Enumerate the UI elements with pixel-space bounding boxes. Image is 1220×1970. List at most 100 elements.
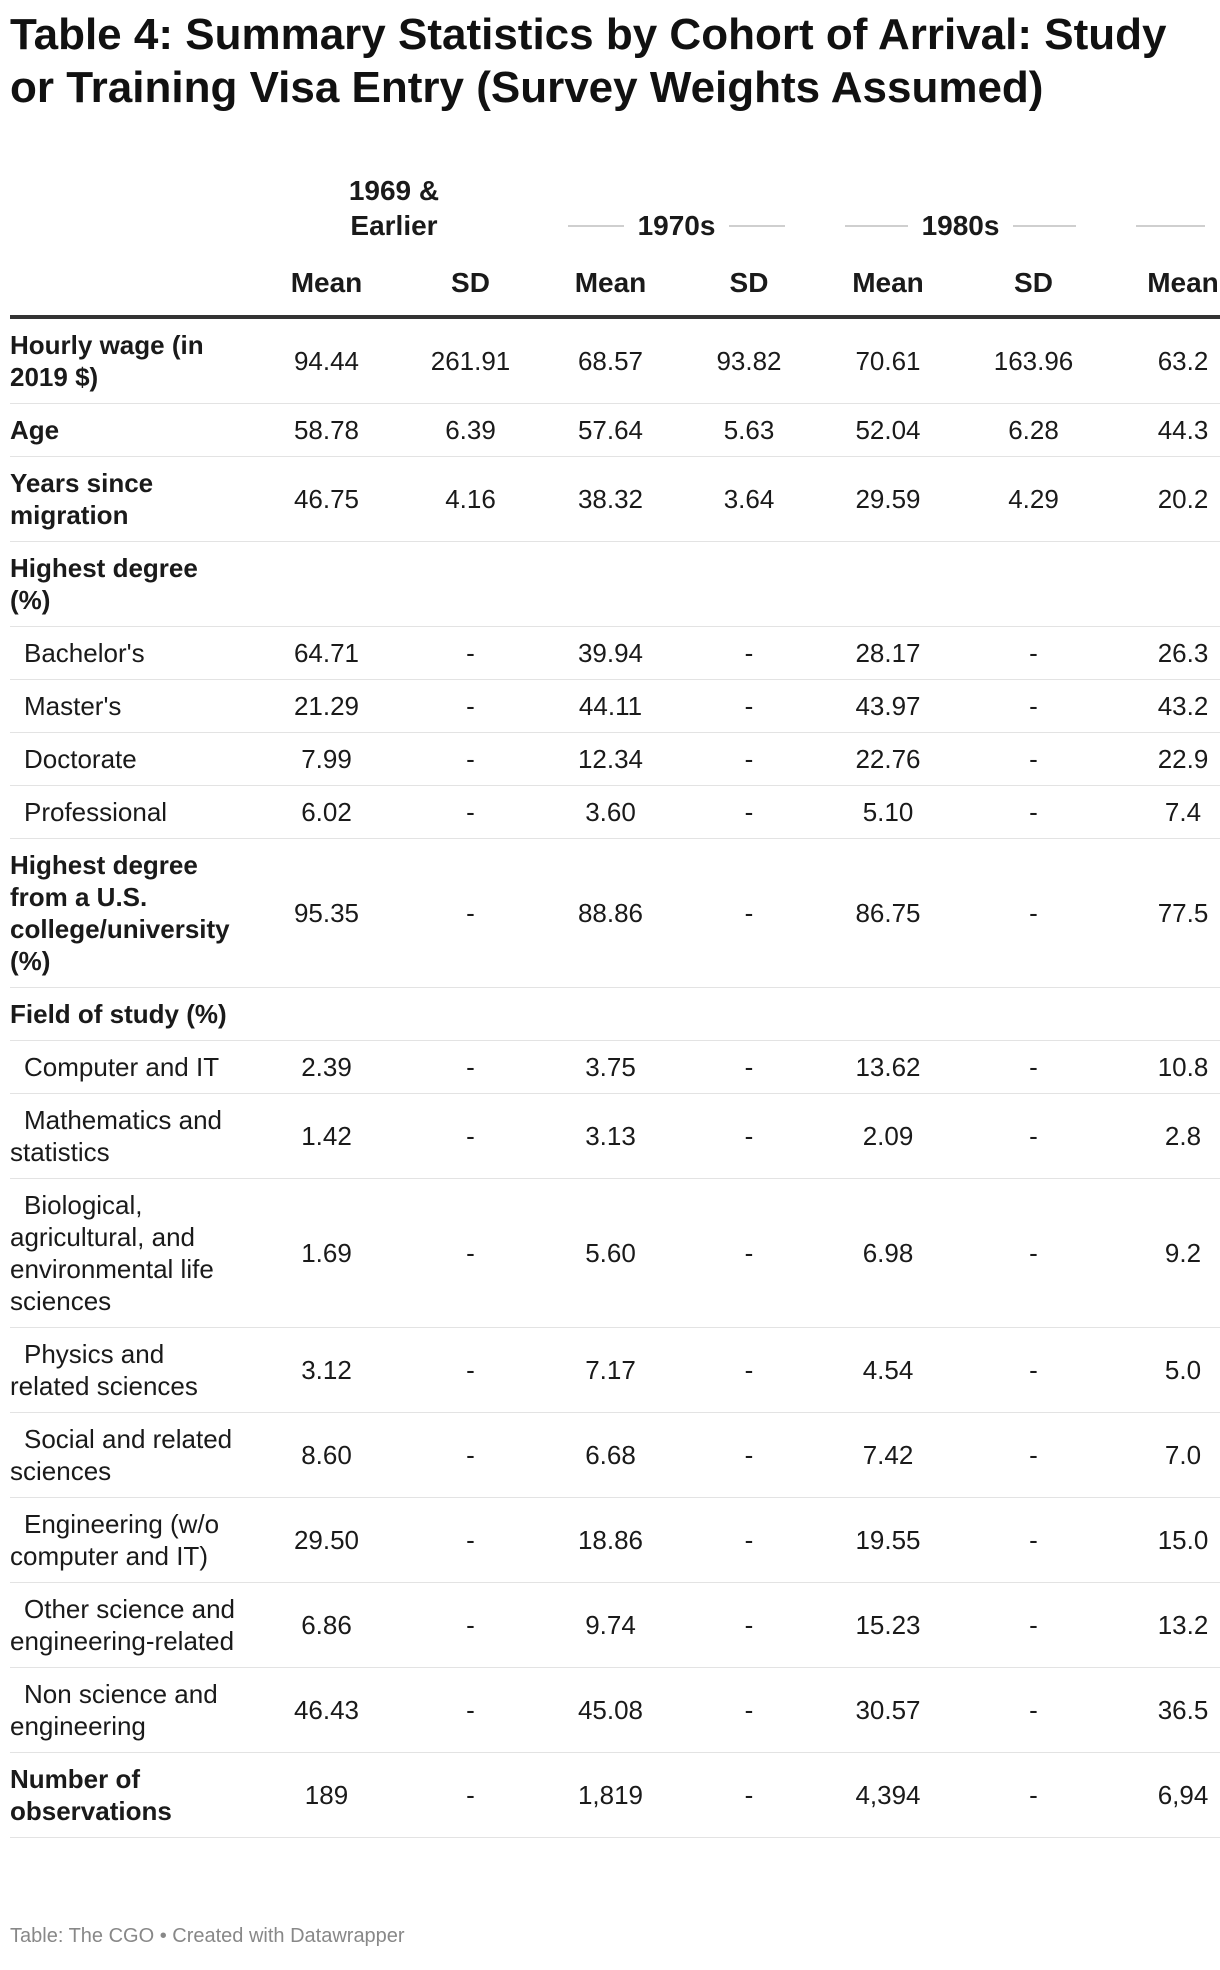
sd-cell <box>683 541 815 627</box>
table-row: Non science and engineering 46.43-45.08-3… <box>10 1667 1220 1753</box>
summary-statistics-table: 1969 & Earlier 1970s 1980s 1990s Mean SD… <box>10 155 1220 1838</box>
sd-cell: - <box>403 1178 538 1328</box>
column-header-mean: Mean <box>538 251 683 319</box>
table-container[interactable]: 1969 & Earlier 1970s 1980s 1990s Mean SD… <box>10 155 1220 1838</box>
sd-cell: - <box>683 1040 815 1094</box>
mean-cell: 13.2 <box>1106 1582 1220 1668</box>
mean-cell: 6.86 <box>250 1582 403 1668</box>
mean-cell: 63.2 <box>1106 317 1220 404</box>
sd-cell: 3.64 <box>683 456 815 542</box>
mean-cell: 19.55 <box>815 1497 961 1583</box>
mean-cell: 1,819 <box>538 1752 683 1838</box>
table-row: Field of study (%) <box>10 987 1220 1041</box>
row-label: Non science and engineering <box>10 1667 250 1753</box>
mean-cell: 70.61 <box>815 317 961 404</box>
mean-cell: 88.86 <box>538 838 683 988</box>
sd-cell <box>683 987 815 1041</box>
cohort-label: 1970s <box>637 210 716 241</box>
mean-cell: 9.2 <box>1106 1178 1220 1328</box>
sd-cell: - <box>403 1040 538 1094</box>
sd-cell: - <box>961 1412 1106 1498</box>
mean-cell: 57.64 <box>538 403 683 457</box>
sd-cell: - <box>403 1412 538 1498</box>
cohort-label: 1969 & Earlier <box>348 175 440 241</box>
mean-cell: 95.35 <box>250 838 403 988</box>
row-label: Computer and IT <box>10 1040 250 1094</box>
row-label: Professional <box>10 785 250 839</box>
mean-cell: 12.34 <box>538 732 683 786</box>
sd-cell: - <box>403 1497 538 1583</box>
row-label: Engineering (w/o computer and IT) <box>10 1497 250 1583</box>
row-label: Other science and engineering-related <box>10 1582 250 1668</box>
group-rule <box>1136 224 1206 227</box>
cohort-header-row: 1969 & Earlier 1970s 1980s 1990s <box>10 155 1220 251</box>
column-header-sd: SD <box>683 251 815 319</box>
mean-cell: 21.29 <box>250 679 403 733</box>
sd-cell: - <box>961 838 1106 988</box>
table-row: Biological, agricultural, and environmen… <box>10 1178 1220 1328</box>
mean-cell: 4.54 <box>815 1327 961 1413</box>
sd-cell: - <box>403 679 538 733</box>
sd-cell: - <box>683 1497 815 1583</box>
mean-cell: 52.04 <box>815 403 961 457</box>
sd-cell: - <box>683 1752 815 1838</box>
row-label: Master's <box>10 679 250 733</box>
sd-cell: - <box>961 1667 1106 1753</box>
sd-cell: - <box>961 1093 1106 1179</box>
mean-cell: 36.5 <box>1106 1667 1220 1753</box>
table-title: Table 4: Summary Statistics by Cohort of… <box>10 10 1167 112</box>
mean-cell <box>815 541 961 627</box>
cohort-header-1969-earlier: 1969 & Earlier <box>250 155 538 251</box>
header-spacer <box>10 155 250 251</box>
sd-cell <box>403 987 538 1041</box>
sd-cell: - <box>961 785 1106 839</box>
mean-cell: 28.17 <box>815 626 961 680</box>
mean-cell: 3.12 <box>250 1327 403 1413</box>
sd-cell: - <box>403 1327 538 1413</box>
mean-cell: 6.68 <box>538 1412 683 1498</box>
table-row: Hourly wage (in 2019 $) 94.44 261.91 68.57 9… <box>10 317 1220 404</box>
mean-cell: 39.94 <box>538 626 683 680</box>
table-row: Age 58.78 6.39 57.64 5.63 52.04 6.28 44.3 <box>10 403 1220 457</box>
table-row: Master's 21.29-44.11-43.97-43.2 <box>10 679 1220 733</box>
sd-cell: - <box>683 679 815 733</box>
mean-cell: 43.2 <box>1106 679 1220 733</box>
mean-cell: 3.75 <box>538 1040 683 1094</box>
mean-cell: 45.08 <box>538 1667 683 1753</box>
sd-cell: - <box>683 1327 815 1413</box>
sd-cell: 261.91 <box>403 317 538 404</box>
cohort-header-1990s: 1990s <box>1106 155 1220 251</box>
sd-cell: - <box>683 1582 815 1668</box>
row-label: Highest degree from a U.S. college/unive… <box>10 838 250 988</box>
mean-cell: 64.71 <box>250 626 403 680</box>
table-row: Social and related sciences 8.60-6.68-7.4… <box>10 1412 1220 1498</box>
mean-cell: 5.10 <box>815 785 961 839</box>
mean-cell: 9.74 <box>538 1582 683 1668</box>
row-label: Highest degree (%) <box>10 541 250 627</box>
group-rule <box>568 224 624 227</box>
sd-cell: - <box>403 1093 538 1179</box>
mean-cell: 1.42 <box>250 1093 403 1179</box>
mean-cell: 20.2 <box>1106 456 1220 542</box>
mean-cell: 86.75 <box>815 838 961 988</box>
mean-cell: 77.5 <box>1106 838 1220 988</box>
mean-cell: 44.3 <box>1106 403 1220 457</box>
sd-cell: 5.63 <box>683 403 815 457</box>
sd-cell: - <box>683 732 815 786</box>
mean-cell: 6,94 <box>1106 1752 1220 1838</box>
sd-cell: 163.96 <box>961 317 1106 404</box>
mean-cell: 7.99 <box>250 732 403 786</box>
mean-cell: 2.09 <box>815 1093 961 1179</box>
mean-cell <box>1106 541 1220 627</box>
table-row: Other science and engineering-related 6.8… <box>10 1582 1220 1668</box>
sd-cell: - <box>961 1497 1106 1583</box>
sd-cell: - <box>683 1667 815 1753</box>
sd-cell: - <box>683 785 815 839</box>
sd-cell: - <box>961 1752 1106 1838</box>
source-credit: Table: The CGO • Created with Datawrappe… <box>10 1925 405 1947</box>
table-row: Highest degree from a U.S. college/unive… <box>10 838 1220 988</box>
column-header-sd: SD <box>961 251 1106 319</box>
mean-cell: 30.57 <box>815 1667 961 1753</box>
row-label: Doctorate <box>10 732 250 786</box>
mean-cell: 3.13 <box>538 1093 683 1179</box>
